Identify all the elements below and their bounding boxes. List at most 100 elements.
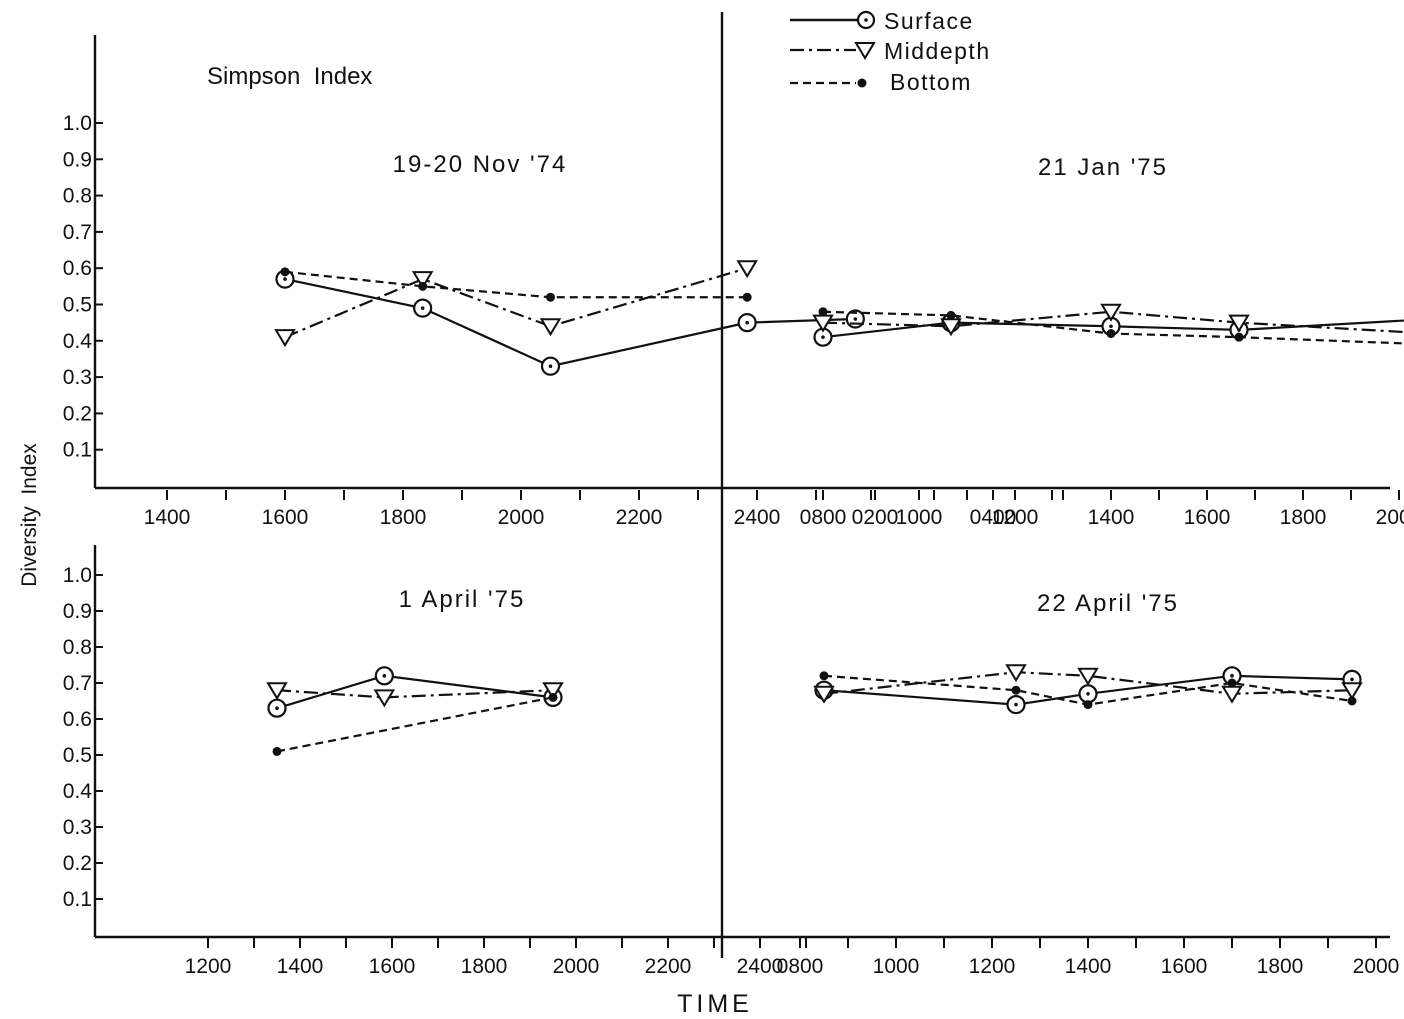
point-surface-center <box>1086 692 1090 696</box>
panel-title-jan75: 21 Jan '75 <box>1038 154 1168 181</box>
legend-surface-marker-dot <box>864 18 868 22</box>
y-tick-label: 0.8 <box>63 185 92 208</box>
point-surface-center <box>420 306 425 310</box>
x-tick-label: 2000 <box>553 955 600 978</box>
legend-middepth-marker <box>854 42 876 60</box>
point-bottom <box>1083 700 1093 710</box>
y-axis-label: Diversity Index <box>18 443 41 587</box>
point-bottom <box>819 671 829 681</box>
point-surface-center <box>1109 324 1113 329</box>
y-tick-label: 0.7 <box>63 672 92 695</box>
series-line-bottom <box>284 270 748 299</box>
x-tick-label: 2400 <box>737 955 784 978</box>
point-bottom <box>742 292 752 302</box>
y-tick-label: 1.0 <box>63 564 92 587</box>
point-middepth <box>411 271 434 290</box>
ticks-layer: 0.1 0.2 0.3 0.4 0.5 0.6 0.7 0.8 0.9 1.0 1400 1600 18… <box>63 112 1404 978</box>
y-tick-label: 0.3 <box>63 816 92 839</box>
series-line-middepth <box>822 310 1404 334</box>
point-surface-center <box>1014 702 1018 707</box>
point-bottom <box>1234 332 1244 342</box>
x-tick-label: 2200 <box>645 955 692 978</box>
x-tick-label: 0800 <box>777 955 824 978</box>
point-surface-center <box>283 277 287 281</box>
y-tick-label: 0.6 <box>63 708 92 731</box>
point-middepth <box>373 689 396 708</box>
x-tick-label: 2000 <box>498 506 545 529</box>
point-middepth <box>1228 314 1250 333</box>
point-surface-center <box>745 320 749 325</box>
point-middepth <box>813 685 835 704</box>
y-tick-label: 0.2 <box>63 852 92 875</box>
point-bottom <box>946 310 956 320</box>
y-tick-label: 0.5 <box>63 294 92 317</box>
x-tick-label: 0800 <box>800 506 847 529</box>
x-tick-label: 1800 <box>1257 955 1304 978</box>
x-axis-label: TIME <box>677 990 753 1018</box>
point-surface-center <box>1230 674 1234 678</box>
series-line-bottom <box>276 696 554 753</box>
x-tick-label: 1400 <box>144 506 191 529</box>
axes-frame <box>93 12 1390 958</box>
point-middepth <box>1341 682 1363 701</box>
point-surface-center <box>853 317 858 321</box>
y-tick-label: 0.2 <box>63 402 92 425</box>
y-tick-label: 0.4 <box>63 330 93 353</box>
legend-middepth-label: Middepth <box>884 38 991 64</box>
y-tick-label: 1.0 <box>63 112 92 135</box>
x-tick-label: 1600 <box>1184 506 1231 529</box>
series-layer <box>266 260 1404 756</box>
x-tick-label: 1000 <box>873 955 920 978</box>
point-surface-center <box>821 335 825 339</box>
point-bottom <box>272 746 282 756</box>
point-middepth <box>736 260 758 279</box>
legend-surface-label: Surface <box>884 8 974 34</box>
x-tick-label: 2400 <box>734 506 781 529</box>
point-bottom <box>818 307 828 317</box>
y-tick-label: 0.6 <box>63 257 92 280</box>
series-line-middepth <box>276 689 554 699</box>
y-tick-label: 0.3 <box>63 366 92 389</box>
point-middepth <box>1077 667 1099 686</box>
series-line-surface <box>276 674 554 710</box>
point-surface-center <box>275 706 279 710</box>
panel-title-nov74: 19-20 Nov '74 <box>393 151 568 178</box>
x-tick-label: 0200 <box>852 506 899 529</box>
point-bottom <box>546 292 555 302</box>
point-middepth <box>539 318 562 337</box>
x-tick-label: 1600 <box>262 506 309 529</box>
x-tick-label: 1800 <box>461 955 508 978</box>
point-bottom <box>1347 696 1357 706</box>
y-tick-label: 0.7 <box>63 221 92 244</box>
y-tick-label: 0.8 <box>63 636 92 659</box>
point-bottom <box>1011 685 1021 695</box>
point-middepth <box>542 682 564 701</box>
y-tick-label: 0.5 <box>63 744 92 767</box>
point-middepth <box>266 682 288 701</box>
x-tick-label: 1400 <box>277 955 324 978</box>
series-line-surface <box>284 278 856 368</box>
x-tick-label: 2000 <box>1376 506 1404 529</box>
legend-bottom-label: Bottom <box>890 69 972 95</box>
legend-bottom-marker <box>857 78 867 88</box>
x-tick-label: 1200 <box>969 955 1016 978</box>
x-tick-label: 1400 <box>1088 506 1135 529</box>
point-surface-center <box>382 674 387 678</box>
point-bottom <box>418 281 428 291</box>
point-middepth <box>1100 303 1122 322</box>
point-bottom <box>548 692 558 702</box>
y-tick-label: 0.9 <box>63 600 92 623</box>
index-label: Simpson Index <box>207 63 372 90</box>
x-tick-label: 0400 <box>970 506 1017 529</box>
point-surface-center <box>548 364 553 369</box>
x-tick-label: 1400 <box>1065 955 1112 978</box>
x-tick-label: 1800 <box>1280 506 1327 529</box>
y-tick-label: 0.1 <box>63 888 92 911</box>
y-tick-label: 0.4 <box>63 780 93 803</box>
x-tick-label: 2000 <box>1353 955 1400 978</box>
point-middepth <box>1005 664 1027 683</box>
series-line-middepth <box>823 671 1353 695</box>
y-tick-label: 0.9 <box>63 148 92 171</box>
x-tick-label: 1000 <box>896 506 943 529</box>
